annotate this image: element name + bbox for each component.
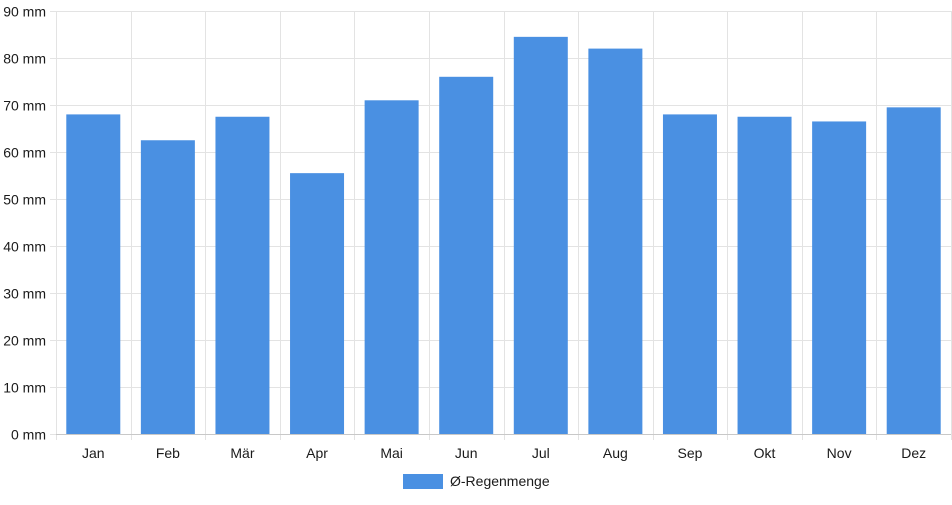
x-tick-label: Feb — [156, 445, 180, 461]
y-tick-label: 60 mm — [3, 145, 46, 161]
bar-dez[interactable] — [886, 107, 941, 434]
x-tick-label: Jan — [82, 445, 105, 461]
bar-nov[interactable] — [812, 121, 867, 434]
bar-jul[interactable] — [513, 36, 568, 434]
bars — [66, 36, 941, 435]
x-tick-label: Dez — [901, 445, 926, 461]
x-tick-label: Apr — [306, 445, 328, 461]
bar-okt[interactable] — [737, 116, 792, 434]
legend[interactable]: Ø-Regenmenge — [403, 473, 550, 489]
x-tick-label: Mai — [380, 445, 403, 461]
bar-jun[interactable] — [439, 76, 494, 435]
y-tick-label: 20 mm — [3, 333, 46, 349]
y-tick-label: 10 mm — [3, 380, 46, 396]
bar-feb[interactable] — [140, 140, 195, 434]
y-tick-label: 30 mm — [3, 286, 46, 302]
x-tick-label: Nov — [827, 445, 852, 461]
bar-apr[interactable] — [290, 173, 345, 434]
y-tick-label: 70 mm — [3, 98, 46, 114]
bar-jan[interactable] — [66, 114, 121, 435]
legend-label[interactable]: Ø-Regenmenge — [450, 473, 550, 489]
y-tick-label: 50 mm — [3, 192, 46, 208]
x-tick-label: Aug — [603, 445, 628, 461]
bar-mär[interactable] — [215, 116, 270, 434]
axes: 0 mm 10 mm 20 mm 30 mm 40 mm 50 mm 60 mm 70 mm 8… — [3, 4, 951, 461]
y-tick-label: 90 mm — [3, 4, 46, 20]
x-tick-label: Sep — [677, 445, 702, 461]
x-tick-label: Jun — [455, 445, 478, 461]
y-tick-label: 0 mm — [11, 427, 46, 443]
x-tick-label: Okt — [754, 445, 776, 461]
bar-sep[interactable] — [662, 114, 717, 435]
legend-swatch[interactable] — [403, 474, 443, 489]
x-tick-label: Mär — [230, 445, 254, 461]
bar-mai[interactable] — [364, 100, 419, 435]
bar-aug[interactable] — [588, 48, 643, 434]
y-tick-label: 40 mm — [3, 239, 46, 255]
x-tick-label: Jul — [532, 445, 550, 461]
y-tick-label: 80 mm — [3, 51, 46, 67]
